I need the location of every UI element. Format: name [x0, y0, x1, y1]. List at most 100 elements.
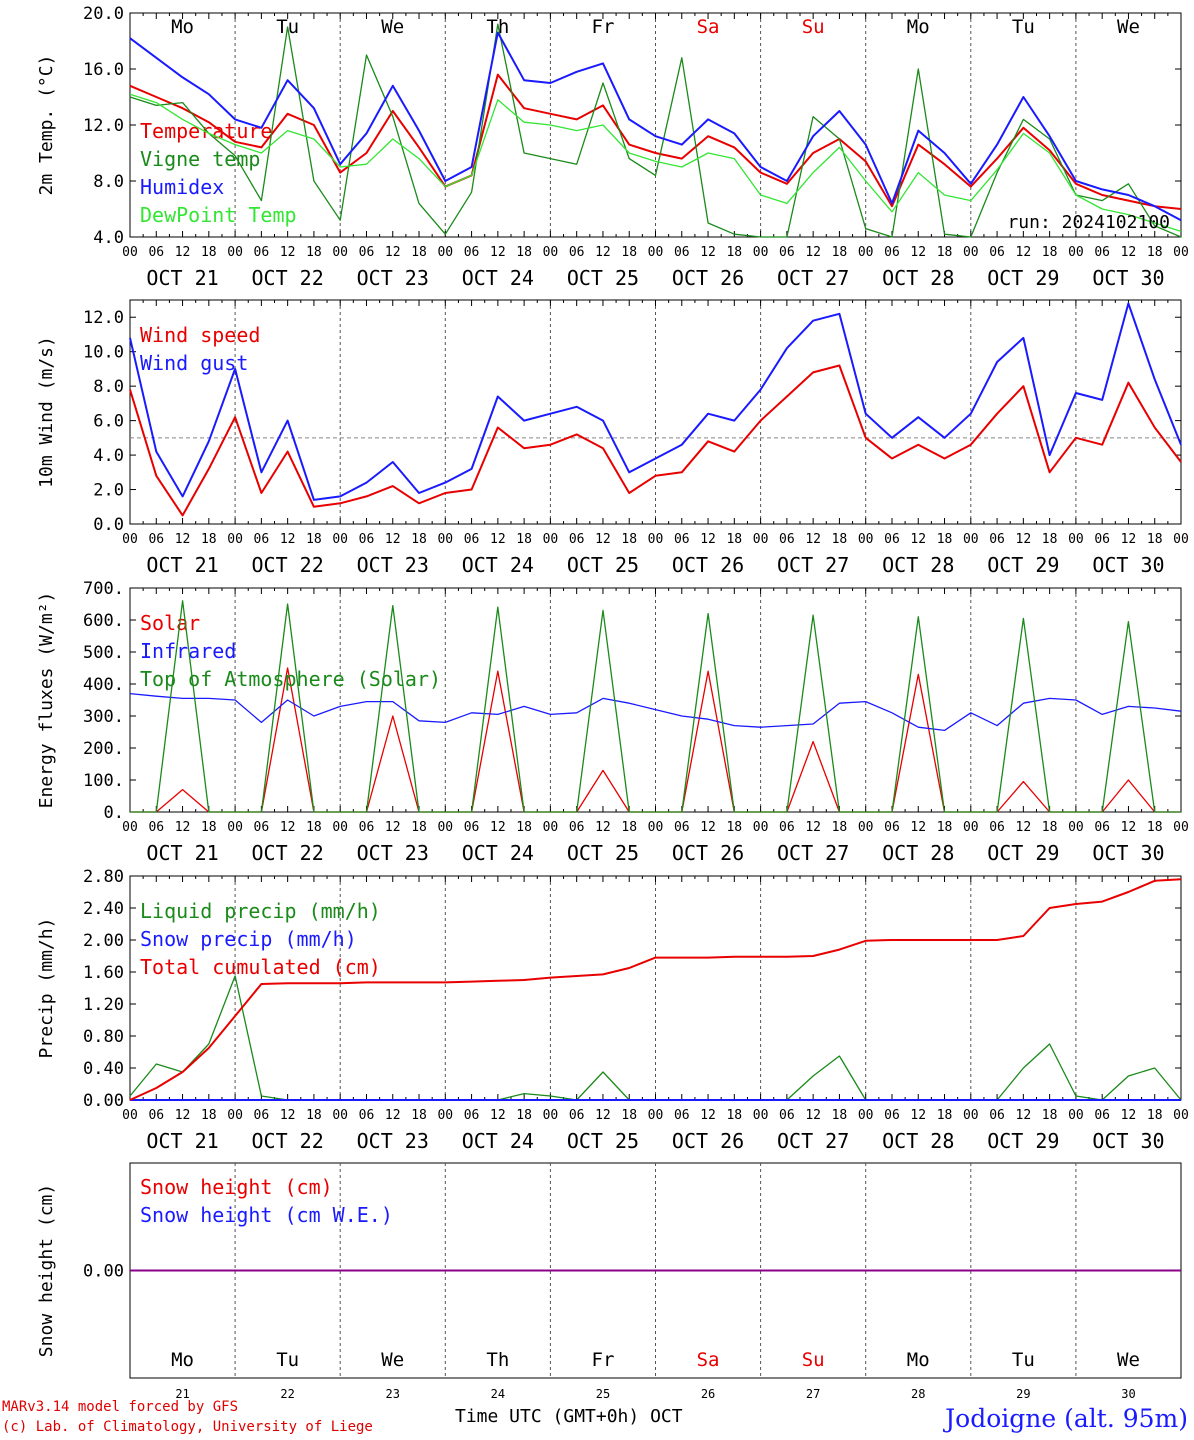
hour-tick-label: 12 [280, 1108, 296, 1123]
hour-tick-label: 00 [332, 1108, 348, 1123]
month-label: OCT [650, 1406, 683, 1427]
hour-tick-label: 18 [621, 532, 637, 547]
day-name: Tu [1012, 1349, 1035, 1371]
day-name: We [381, 16, 404, 38]
hour-tick-label: 06 [674, 1108, 690, 1123]
hour-tick-label: 18 [1147, 1108, 1163, 1123]
series-line [129, 364, 1182, 517]
hour-tick-label: 00 [753, 532, 769, 547]
hour-tick-label: 18 [1042, 1108, 1058, 1123]
legend-entry: Wind gust [140, 351, 248, 375]
hour-tick-label: 12 [385, 820, 401, 835]
hour-tick-label: 18 [832, 532, 848, 547]
hour-tick-label: 00 [648, 532, 664, 547]
y-axis-label: Energy fluxes (W/m²) [36, 592, 57, 809]
date-label: OCT 27 [777, 553, 849, 577]
y-axis-label: Precip (mm/h) [36, 918, 57, 1059]
hour-tick-label: 18 [937, 532, 953, 547]
hour-tick-label: 12 [595, 245, 611, 260]
date-label: OCT 29 [987, 1129, 1059, 1153]
hour-tick-label: 06 [674, 245, 690, 260]
date-label: OCT 30 [1092, 841, 1164, 865]
hour-tick-label: 06 [359, 820, 375, 835]
day-name: Mo [907, 1349, 930, 1371]
date-label: OCT 22 [252, 841, 324, 865]
hour-tick-label: 12 [595, 1108, 611, 1123]
hour-tick-label: 00 [227, 820, 243, 835]
day-name: Su [802, 1349, 825, 1371]
hour-tick-label: 12 [385, 532, 401, 547]
panel-frame [129, 299, 1182, 525]
day-number: 30 [1121, 1387, 1135, 1401]
y-axis-label: 2m Temp. (°C) [36, 55, 57, 196]
day-name: Mo [171, 1349, 194, 1371]
hour-tick-label: 18 [516, 1108, 532, 1123]
hour-tick-label: 00 [753, 1108, 769, 1123]
run-label: run: 2024102100 [1007, 212, 1170, 233]
hour-tick-label: 06 [779, 820, 795, 835]
y-tick-label: 12.0 [83, 116, 124, 136]
hour-tick-label: 00 [227, 245, 243, 260]
hour-tick-label: 12 [175, 820, 191, 835]
legend-entry: Liquid precip (mm/h) [140, 899, 381, 923]
hour-tick-label: 12 [1016, 532, 1032, 547]
series-line [129, 692, 1182, 732]
y-tick-label: 400. [83, 675, 124, 695]
hour-tick-label: 06 [148, 245, 164, 260]
hour-tick-label: 12 [1121, 820, 1137, 835]
hour-tick-label: 00 [543, 1108, 559, 1123]
hour-tick-label: 00 [963, 820, 979, 835]
hour-tick-label: 06 [254, 245, 270, 260]
y-tick-label: 6.0 [93, 412, 124, 432]
hour-tick-label: 06 [464, 1108, 480, 1123]
hour-tick-label: 18 [516, 245, 532, 260]
hour-tick-label: 06 [884, 1108, 900, 1123]
hour-tick-label: 06 [359, 245, 375, 260]
hour-tick-label: 00 [437, 245, 453, 260]
day-number: 25 [596, 1387, 610, 1401]
hour-tick-label: 12 [280, 245, 296, 260]
hour-tick-label: 06 [1094, 532, 1110, 547]
day-name: Tu [276, 16, 299, 38]
y-tick-label: 12.0 [83, 308, 124, 328]
date-label: OCT 28 [882, 266, 954, 290]
hour-tick-label: 12 [910, 532, 926, 547]
x-axis-title: Time UTC (GMT+0h) OCT [455, 1406, 683, 1427]
hour-tick-label: 00 [437, 532, 453, 547]
date-label: OCT 28 [882, 841, 954, 865]
y-tick-label: 2.00 [83, 931, 124, 951]
legend-entry: Humidex [140, 175, 224, 199]
hour-tick-label: 18 [726, 820, 742, 835]
date-label: OCT 22 [252, 266, 324, 290]
hour-tick-label: 06 [989, 532, 1005, 547]
hour-tick-label: 06 [254, 1108, 270, 1123]
hour-tick-label: 18 [1147, 820, 1163, 835]
date-label: OCT 24 [462, 266, 534, 290]
hour-tick-label: 18 [621, 1108, 637, 1123]
hour-tick-label: 18 [937, 245, 953, 260]
hour-tick-label: 12 [1121, 532, 1137, 547]
day-number: 28 [911, 1387, 925, 1401]
legend-entry: Vigne temp [140, 147, 260, 171]
y-axis-label: Snow height (cm) [36, 1184, 57, 1357]
hour-tick-label: 00 [648, 1108, 664, 1123]
day-name: Th [486, 16, 509, 38]
day-number: 27 [806, 1387, 820, 1401]
hour-tick-label: 18 [411, 532, 427, 547]
hour-tick-label: 00 [437, 1108, 453, 1123]
hour-tick-label: 12 [805, 820, 821, 835]
hour-tick-label: 12 [385, 1108, 401, 1123]
hour-tick-label: 18 [937, 1108, 953, 1123]
hour-tick-label: 00 [1068, 532, 1084, 547]
y-tick-label: 1.20 [83, 995, 124, 1015]
date-label: OCT 28 [882, 553, 954, 577]
date-label: OCT 24 [462, 1129, 534, 1153]
hour-tick-label: 00 [963, 1108, 979, 1123]
date-label: OCT 21 [146, 1129, 218, 1153]
hour-tick-label: 06 [989, 245, 1005, 260]
hour-tick-label: 06 [148, 820, 164, 835]
hour-tick-label: 06 [148, 532, 164, 547]
hour-tick-label: 12 [805, 1108, 821, 1123]
legend-entry: Solar [140, 611, 200, 635]
